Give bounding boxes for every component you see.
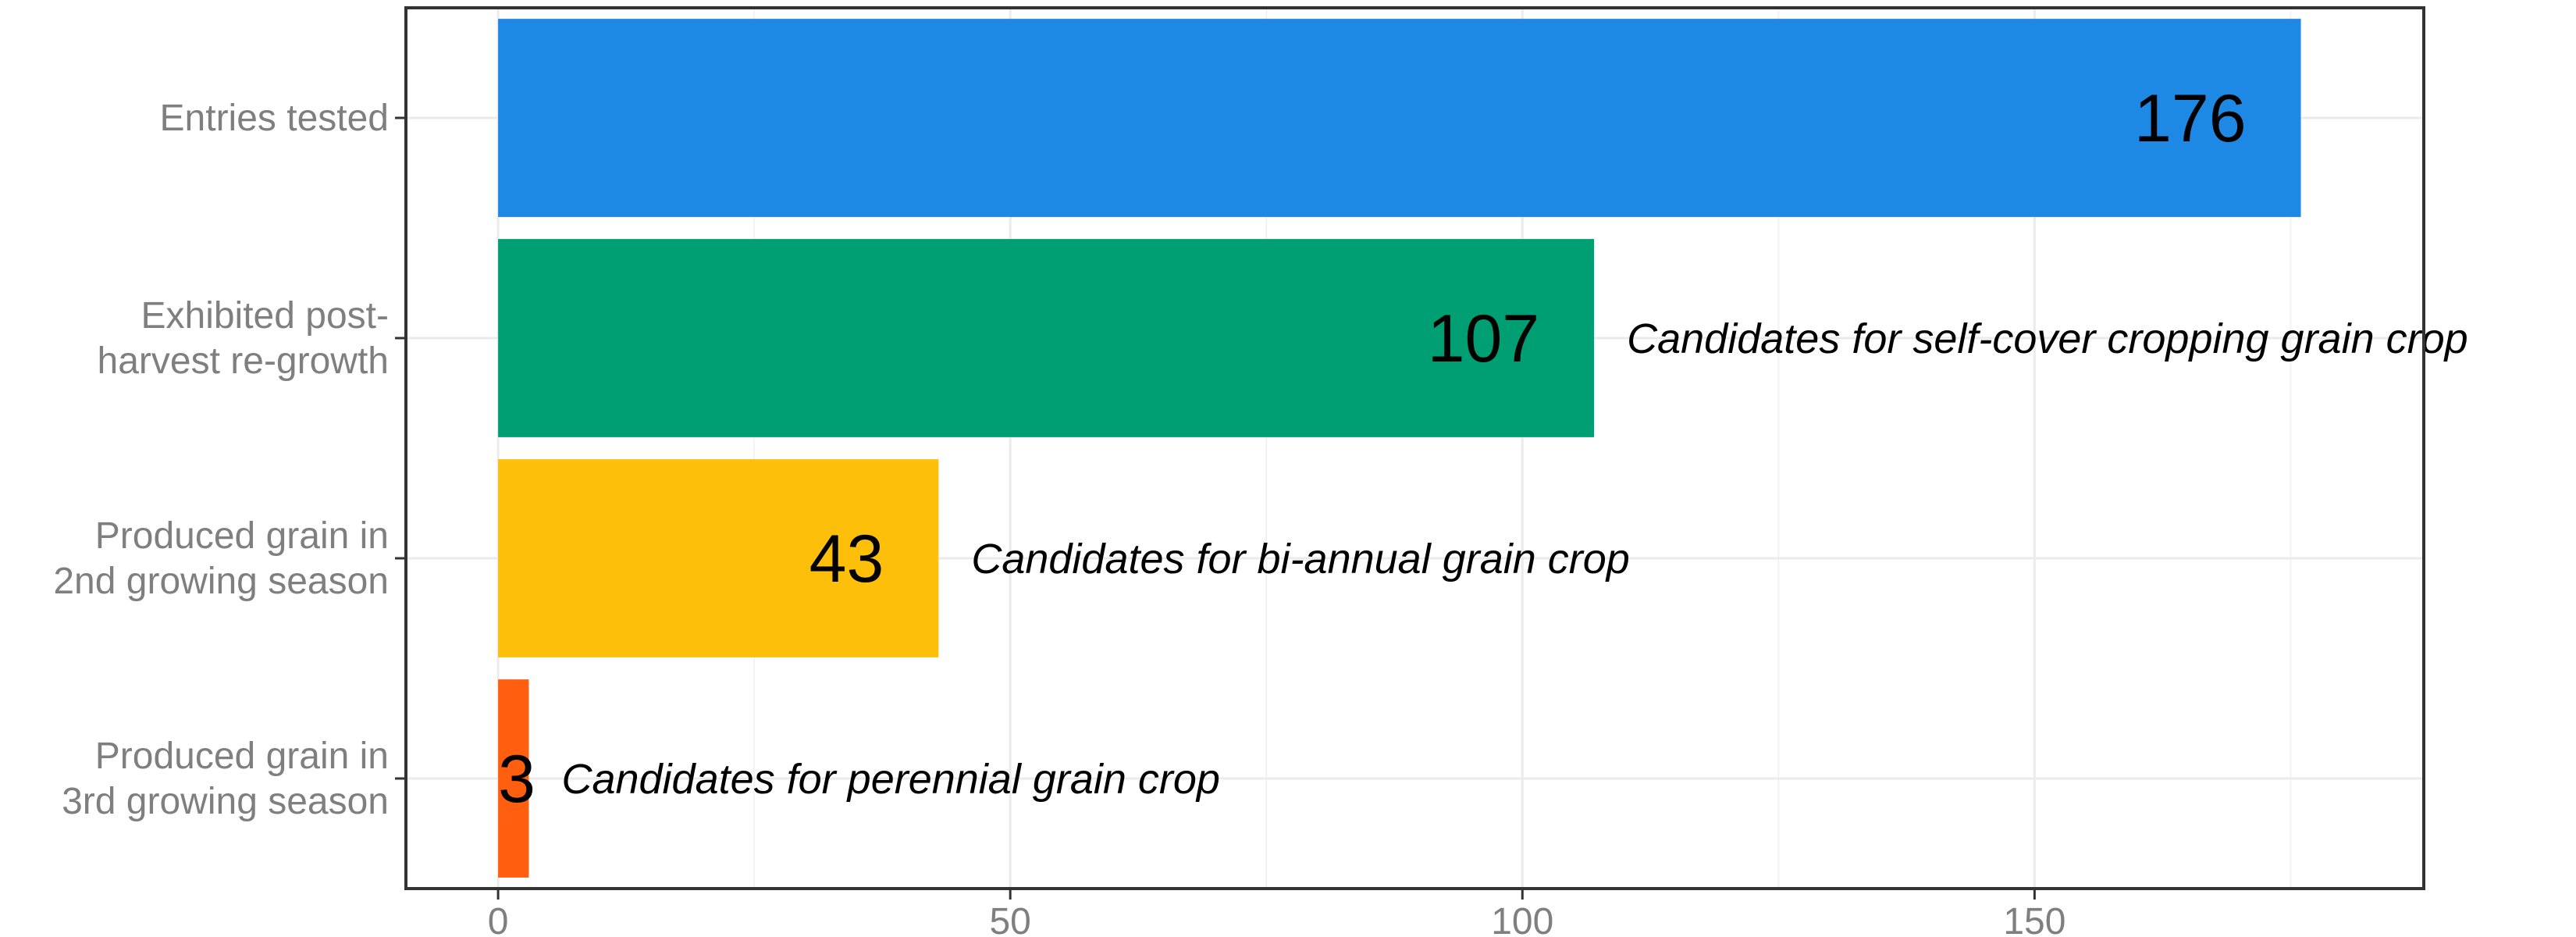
y-axis-tick-label-line: Exhibited post-	[141, 295, 389, 337]
bar-4	[498, 679, 529, 878]
y-axis-tick-label: Produced grain in 3rd growing season	[62, 736, 389, 822]
y-axis-tick-label-line: harvest re-growth	[98, 340, 389, 382]
axes: Entries tested Exhibited post-harvest re-…	[53, 98, 2065, 937]
y-axis-tick-label-line: 2nd growing season	[53, 561, 389, 602]
y-axis-tick-label: Produced grain in 2nd growing season	[53, 515, 389, 602]
x-axis-tick-label: 100	[1491, 901, 1553, 937]
bar-annotation: Candidates for self-cover cropping grain…	[1627, 315, 2468, 362]
plot-panel-border	[404, 6, 2425, 890]
x-axis-tick-label: 150	[2003, 901, 2065, 937]
y-axis-tick-label-line: Entries tested	[160, 98, 389, 139]
bars	[498, 19, 2301, 878]
bar-value-label: 176	[2134, 81, 2247, 156]
y-axis-tick-label-line: 3rd growing season	[62, 781, 389, 822]
y-axis-tick-label: Entries tested	[160, 98, 389, 139]
bar-value-label: 43	[809, 522, 884, 597]
bar-annotation: Candidates for perennial grain crop	[561, 756, 1220, 803]
bar-1	[498, 19, 2301, 217]
bar-labels: 176 107 Candidates for self-cover cropping…	[498, 81, 2468, 817]
bar-value-label: 3	[498, 742, 535, 817]
y-axis-tick-label-line: Produced grain in	[95, 736, 389, 777]
y-axis-tick-label-line: Produced grain in	[95, 515, 389, 557]
bar-2	[498, 239, 1595, 437]
bar-annotation: Candidates for bi-annual grain crop	[971, 536, 1630, 583]
bar-value-label: 107	[1428, 301, 1540, 376]
bar-3	[498, 459, 939, 657]
y-axis-tick-label: Exhibited post-harvest re-growth	[98, 295, 389, 382]
x-axis-tick-label: 0	[488, 901, 509, 937]
x-axis-tick-label: 50	[989, 901, 1030, 937]
